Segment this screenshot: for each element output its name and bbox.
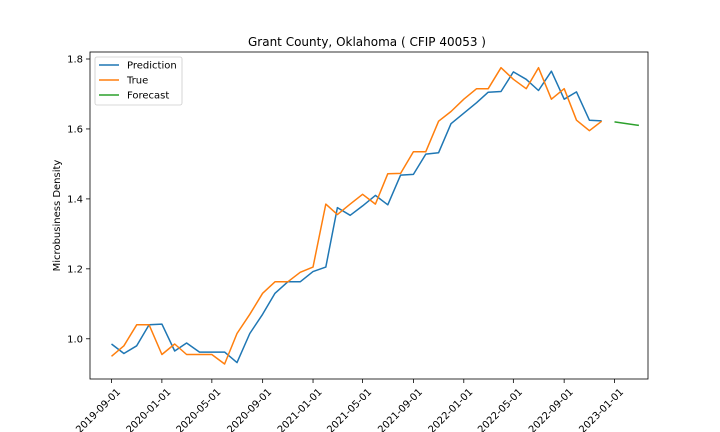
series-line-true <box>111 66 603 365</box>
x-tick-label: 2022-05-01 <box>476 387 525 432</box>
x-axis: 2019-09-01 2020-01-01 2020-05-01 2020-09-01… <box>74 379 626 432</box>
x-tick-label: 2020-01-01 <box>125 387 174 432</box>
x-tick-label: 2021-05-01 <box>325 387 374 432</box>
legend-label: True <box>126 76 148 87</box>
plot-area <box>89 51 649 380</box>
series-line-forecast <box>614 121 640 127</box>
series-line-prediction <box>111 70 602 364</box>
y-tick-label: 1.8 <box>67 54 83 65</box>
x-tick-label: 2020-05-01 <box>175 387 224 432</box>
x-tick-label: 2020-09-01 <box>225 387 274 432</box>
x-tick-label: 2023-01-01 <box>577 387 626 432</box>
legend: Prediction True Forecast <box>94 56 183 106</box>
x-tick-label: 2022-09-01 <box>527 387 576 432</box>
y-axis-label: Microbusiness Density <box>52 160 63 272</box>
y-tick-label: 1.6 <box>67 124 83 135</box>
x-tick-label: 2019-09-01 <box>74 387 123 432</box>
y-tick-label: 1.0 <box>67 334 83 345</box>
y-axis: 1.0 1.2 1.4 1.6 1.8 <box>67 54 90 345</box>
x-tick-label: 2022-01-01 <box>427 387 476 432</box>
y-tick-label: 1.2 <box>67 264 83 275</box>
y-tick-label: 1.4 <box>67 194 83 205</box>
legend-label: Forecast <box>127 91 169 102</box>
series-layer <box>111 66 640 365</box>
x-tick-label: 2021-09-01 <box>376 387 425 432</box>
x-tick-label: 2021-01-01 <box>276 387 325 432</box>
legend-frame <box>94 56 183 106</box>
chart-title: Grant County, Oklahoma ( CFIP 40053 ) <box>248 35 486 49</box>
legend-label: Prediction <box>127 61 177 72</box>
